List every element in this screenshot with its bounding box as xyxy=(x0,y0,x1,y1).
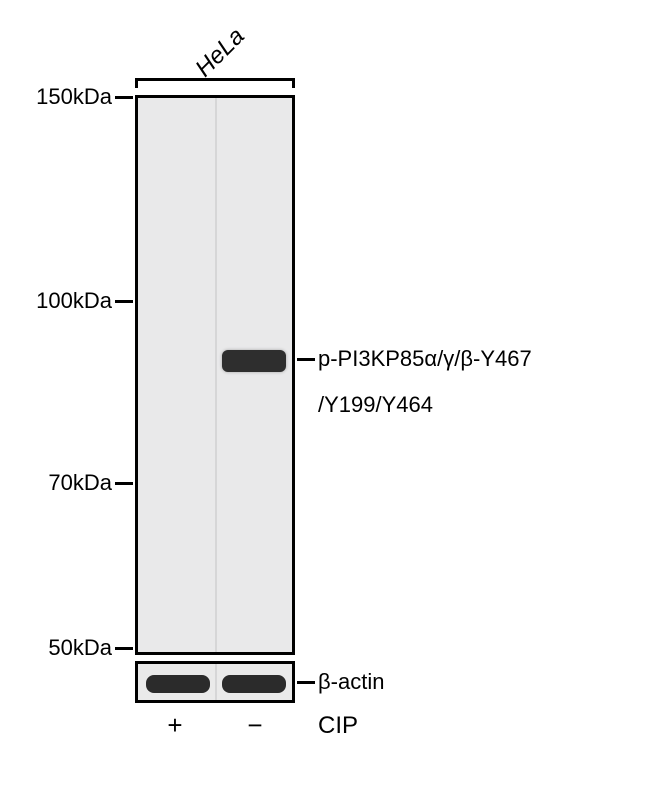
loading-label: β-actin xyxy=(318,669,384,695)
mw-tick-150 xyxy=(115,96,133,99)
condition-lane2: − xyxy=(235,710,275,741)
loading-blot xyxy=(135,661,295,703)
target-label-tick xyxy=(297,358,315,361)
main-blot-lane-divider xyxy=(215,98,217,652)
loading-label-tick xyxy=(297,681,315,684)
main-blot xyxy=(135,95,295,655)
mw-tick-100 xyxy=(115,300,133,303)
condition-name: CIP xyxy=(318,712,358,740)
target-label-line1: p-PI3KP85α/γ/β-Y467 xyxy=(318,346,532,372)
sample-bracket-right xyxy=(292,78,295,88)
loading-band-lane2 xyxy=(222,675,286,693)
sample-bracket-top xyxy=(135,78,295,81)
target-band-lane2 xyxy=(222,350,286,372)
mw-label-150: 150kDa xyxy=(20,84,112,110)
mw-label-100: 100kDa xyxy=(20,288,112,314)
loading-band-lane1 xyxy=(146,675,210,693)
sample-bracket-left xyxy=(135,78,138,88)
mw-tick-50 xyxy=(115,647,133,650)
condition-lane1: + xyxy=(155,710,195,741)
mw-tick-70 xyxy=(115,482,133,485)
target-label-line2: /Y199/Y464 xyxy=(318,392,433,418)
mw-label-70: 70kDa xyxy=(20,470,112,496)
sample-header-label: HeLa xyxy=(190,23,250,83)
western-blot-figure: HeLa 150kDa 100kDa 70kDa 50kDa p-PI3KP85… xyxy=(0,0,650,793)
loading-blot-lane-divider xyxy=(215,664,217,700)
mw-label-50: 50kDa xyxy=(20,635,112,661)
